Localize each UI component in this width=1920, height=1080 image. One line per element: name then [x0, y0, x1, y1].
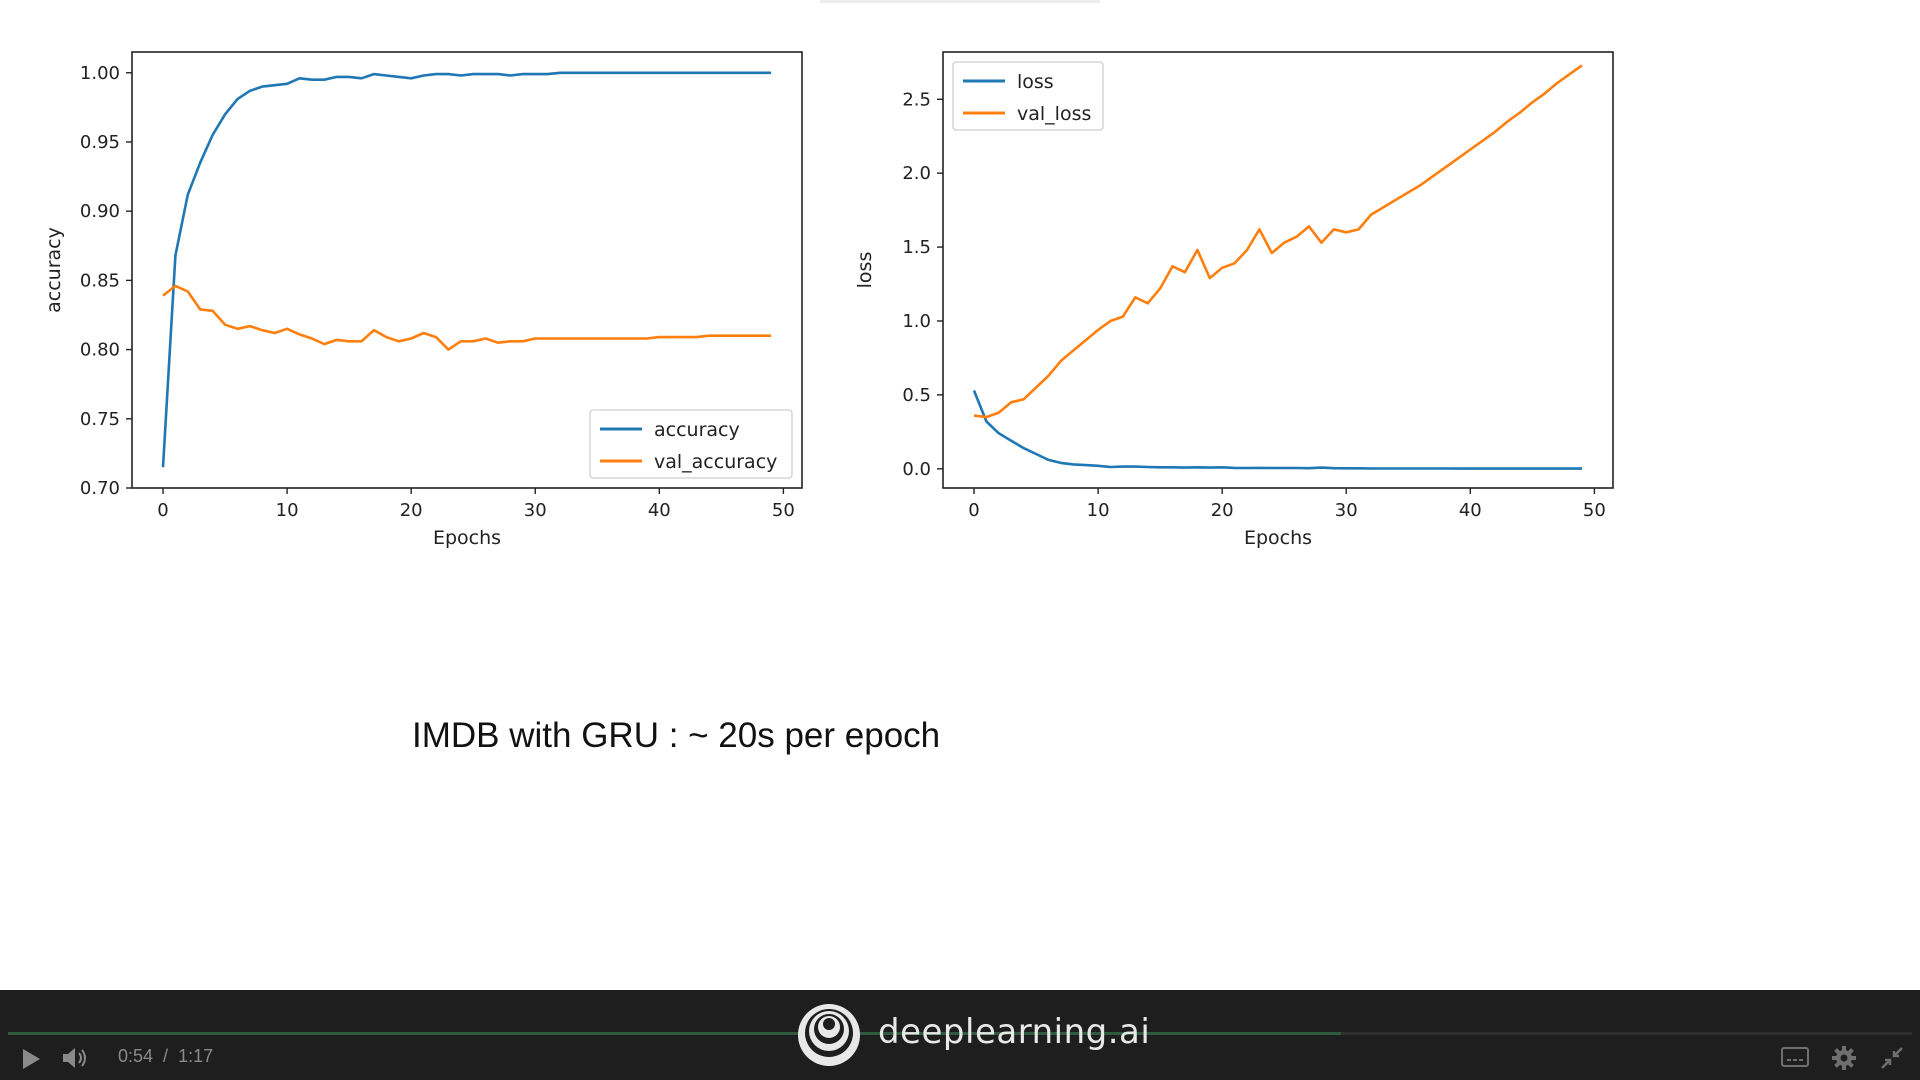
volume-button[interactable]: [60, 1044, 90, 1072]
y-tick-label: 0.70: [80, 478, 120, 499]
current-time: 0:54: [118, 1046, 154, 1066]
settings-button[interactable]: [1830, 1044, 1858, 1072]
x-tick-label: 30: [1335, 500, 1358, 521]
series-line-loss: [972, 390, 1582, 470]
play-button[interactable]: [18, 1046, 44, 1072]
y-tick-label: 1.0: [902, 311, 931, 332]
x-tick-label: 0: [968, 500, 979, 521]
gear-icon: [1832, 1046, 1856, 1070]
x-tick-label: 30: [524, 500, 547, 521]
series-line-val_loss: [973, 64, 1583, 419]
x-tick-label: 10: [1087, 500, 1110, 521]
y-tick-label: 0.85: [80, 270, 120, 291]
x-tick-label: 20: [1211, 500, 1234, 521]
x-tick-label: 0: [157, 500, 168, 521]
y-axis-label: accuracy: [43, 227, 65, 313]
y-tick-label: 0.5: [902, 385, 931, 406]
y-axis-label: loss: [854, 252, 876, 289]
legend-label-accuracy: accuracy: [654, 419, 740, 441]
top-shadow: [820, 0, 1100, 3]
exit-fullscreen-icon: [1881, 1047, 1903, 1069]
total-time: 1:17: [178, 1046, 214, 1066]
loss-chart: 0 10 20 30 40 500.00.51.01.52.02.5Epochslossl…: [854, 51, 1614, 549]
accuracy-chart: 0 10 20 30 40 50 0.70 0.75 0.80 0.85 0.90 0.95 1.00 E…: [43, 51, 803, 549]
x-tick-label: 40: [1459, 500, 1482, 521]
x-tick-label: 50: [1583, 500, 1606, 521]
time-separator: /: [163, 1046, 169, 1066]
y-tick-label: 0.0: [902, 459, 931, 480]
slide-caption: IMDB with GRU : ~ 20s per epoch: [412, 716, 941, 755]
video-player-bar: [0, 990, 1920, 1080]
legend: loss val_loss: [952, 61, 1104, 131]
x-axis-label: Epochs: [1244, 527, 1312, 549]
y-tick-label: 0.80: [80, 340, 120, 361]
legend-label-val_accuracy: val_accuracy: [654, 451, 777, 473]
progress-bar[interactable]: [8, 1032, 1912, 1035]
play-icon: [23, 1049, 40, 1069]
legend-label-loss: loss: [1017, 71, 1054, 93]
time-display: 0:54 / 1:17: [118, 1046, 213, 1067]
y-tick-label: 0.75: [80, 409, 120, 430]
series-line-val_accuracy: [162, 284, 771, 351]
x-tick-label: 20: [400, 500, 423, 521]
y-tick-label: 0.95: [80, 132, 120, 153]
x-tick-label: 10: [276, 500, 299, 521]
captions-button[interactable]: [1780, 1046, 1810, 1068]
captions-icon: [1781, 1047, 1809, 1067]
plot-frame: [942, 51, 1614, 489]
exit-fullscreen-button[interactable]: [1878, 1044, 1906, 1072]
volume-icon: [63, 1048, 86, 1068]
y-tick-label: 1.00: [80, 63, 120, 84]
legend: accuracy val_accuracy: [589, 409, 793, 479]
legend-label-val_loss: val_loss: [1017, 103, 1091, 125]
progress-fill: [8, 1032, 1341, 1035]
y-tick-label: 0.90: [80, 201, 120, 222]
brand-name: deeplearning.ai: [878, 1012, 1151, 1052]
x-axis-label: Epochs: [433, 527, 501, 549]
y-tick-label: 1.5: [902, 237, 931, 258]
y-tick-label: 2.0: [902, 163, 931, 184]
deeplearning-logo-icon: [798, 1004, 860, 1066]
x-tick-label: 40: [648, 500, 671, 521]
plot-frame: [131, 51, 803, 489]
y-tick-label: 2.5: [902, 89, 931, 110]
slide: 0 10 20 30 40 50 0.70 0.75 0.80 0.85 0.90 0.95 1.00 E…: [43, 0, 1614, 755]
x-tick-label: 50: [772, 500, 795, 521]
series-line-accuracy: [161, 71, 771, 468]
